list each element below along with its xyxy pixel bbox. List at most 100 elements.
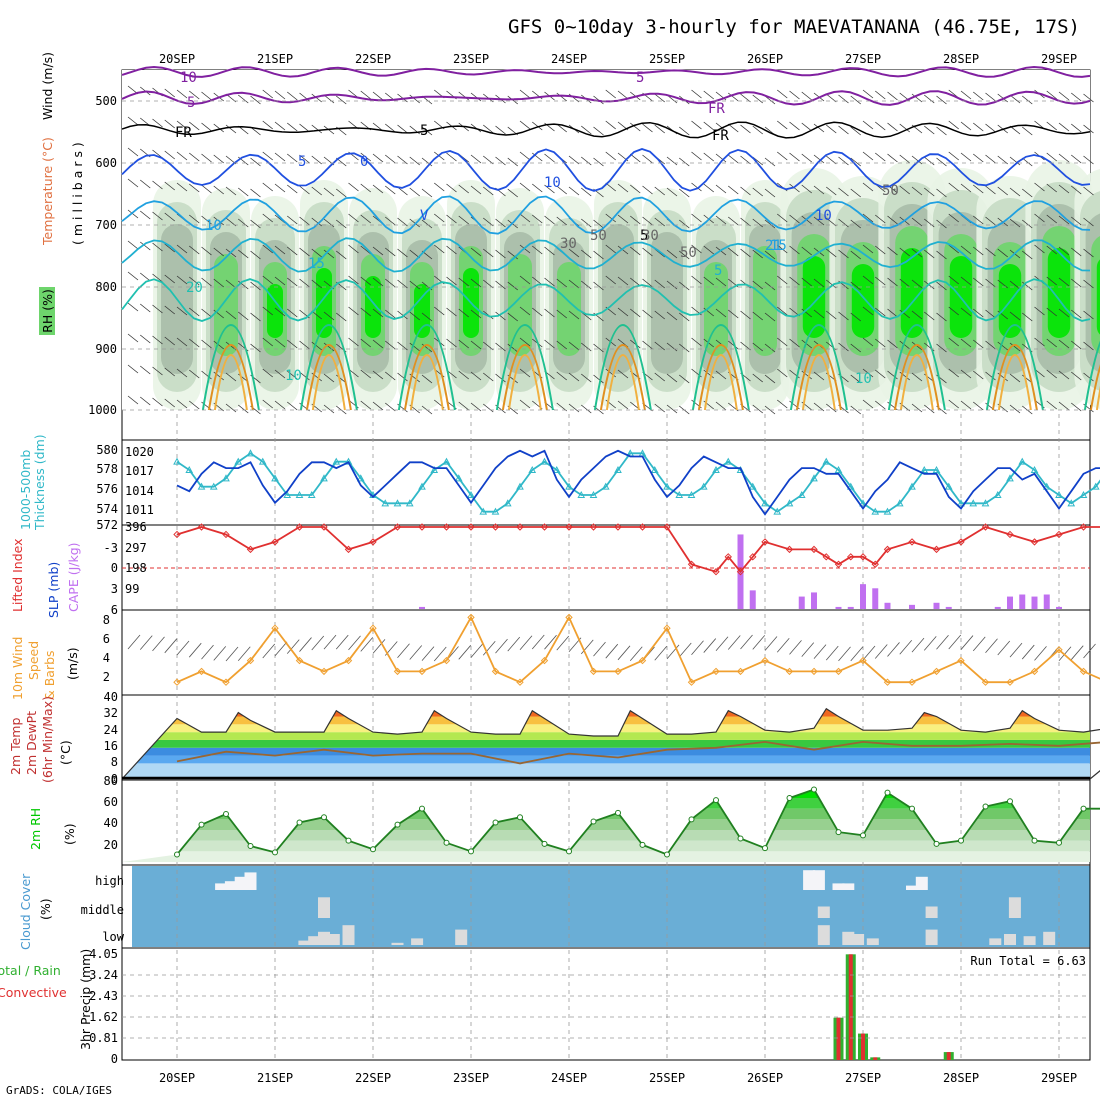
upper-wind-barb [948, 368, 959, 378]
upper-wind-barb [274, 152, 286, 162]
rh-line-point [1056, 839, 1062, 846]
upper-wind-barb [728, 247, 739, 257]
lifted-index-line-point [687, 560, 696, 568]
upper-wind-barb [850, 188, 861, 198]
thickness-line-point [1091, 482, 1100, 490]
upper-wind-barb [127, 271, 139, 281]
thickness-line-point [614, 465, 622, 473]
upper-wind-barb [176, 120, 188, 130]
wind-speed-line-point [516, 678, 524, 686]
upper-wind-barb [777, 244, 788, 254]
upper-wind-barb [568, 155, 580, 165]
upper-wind-barb [605, 89, 616, 99]
thickness-line-point [981, 499, 990, 507]
upper-wind-barb [152, 180, 163, 190]
temperature-band [122, 739, 1090, 748]
rh-line-point [394, 821, 401, 828]
upper-wind-barb [238, 404, 249, 414]
surface-wind-barb [495, 638, 508, 654]
cape-bar [860, 584, 866, 609]
rh-shade-blob [267, 284, 283, 338]
upper-wind-barb [1071, 92, 1082, 102]
surface-temperature-arch [703, 354, 738, 411]
upper-wind-barb [507, 157, 518, 167]
slp-tick-label: 1014 [125, 484, 154, 498]
upper-wind-barb [568, 403, 580, 413]
upper-wind-barb [985, 92, 996, 102]
surface-wind-barb [1083, 643, 1096, 659]
lifted-index-line-point [712, 568, 720, 576]
upper-wind-barb [201, 308, 212, 318]
lifted-index-line-point [638, 523, 647, 531]
surface-temperature-arch [501, 344, 548, 411]
upper-wind-barb [372, 153, 384, 163]
slp-label: SLP (mb) [46, 562, 61, 618]
rh-shade-blob [316, 268, 332, 338]
cape-bar [419, 606, 425, 609]
upper-wind-barb [862, 182, 874, 192]
upper-wind-barb [213, 185, 224, 195]
upper-wind-barb [801, 246, 812, 256]
surface-wind-barb [1058, 646, 1072, 661]
lifted-index-line-point [1079, 523, 1088, 531]
date-tick-label-bottom: 21SEP [257, 1071, 293, 1085]
upper-pressure-tick-label: 500 [95, 94, 117, 108]
thickness-line-point [185, 465, 194, 473]
upper-wind-barb [372, 91, 384, 101]
cloud-bar [1023, 936, 1036, 945]
upper-wind-barb [703, 276, 714, 286]
upper-wind-barb [483, 186, 494, 196]
date-tick-label-top: 24SEP [551, 52, 587, 66]
surface-temperature-arch [795, 344, 842, 411]
upper-ylabel-rh: RH (%) [40, 289, 55, 333]
rh-line-point [566, 848, 572, 855]
upper-wind-barb [605, 275, 616, 285]
contour-label: 5 [187, 95, 195, 111]
upper-wind-barb [1058, 91, 1070, 101]
temperature-tick-label: 16 [104, 739, 118, 753]
contour-label: 5 [640, 228, 648, 244]
lifted-index-line-point [871, 560, 879, 568]
upper-wind-barb [262, 368, 273, 378]
thickness-line-point [687, 490, 696, 498]
cloud-bar [244, 872, 257, 890]
upper-wind-barb [127, 333, 139, 343]
thickness-line-point [1079, 490, 1088, 498]
upper-wind-barb [715, 401, 727, 411]
thickness-tick-label: 574 [96, 502, 118, 516]
upper-wind-barb [274, 90, 286, 100]
rh-line-point [615, 809, 621, 816]
upper-wind-barb [924, 404, 935, 414]
upper-wind-barb [1071, 216, 1082, 226]
wind-speed-line-point [834, 667, 843, 676]
upper-wind-barb [1022, 95, 1033, 105]
temperature-band [122, 708, 1090, 717]
thickness-line-point [1055, 490, 1063, 498]
upper-wind-barb [299, 278, 310, 288]
surface-wind-barb [703, 638, 717, 653]
surface-wind-barb [127, 634, 141, 650]
upper-wind-barb [1058, 122, 1070, 132]
cloud-level-label: low [102, 930, 124, 944]
upper-wind-barb [127, 302, 139, 312]
lifted-index-line-point [442, 523, 451, 531]
upper-wind-barb [311, 93, 322, 103]
surface-wind-barb [899, 639, 913, 655]
surface-wind-barb [887, 642, 900, 657]
upper-wind-barb [581, 187, 592, 197]
upper-wind-barb [1071, 309, 1082, 319]
upper-wind-barb [801, 122, 812, 132]
upper-wind-barb [715, 184, 727, 194]
cape-bar [847, 606, 854, 609]
thickness-line-point [957, 499, 965, 507]
wind-speed-line-point [197, 667, 206, 676]
upper-wind-barb [1046, 307, 1057, 317]
thickness-label-2: Thickness (dm) [32, 434, 47, 531]
upper-wind-barb [532, 276, 543, 286]
upper-wind-barb [1009, 404, 1021, 414]
upper-wind-barb [201, 246, 212, 256]
contour-label: 50 [680, 245, 697, 261]
upper-wind-barb [127, 147, 139, 157]
upper-wind-barb [948, 213, 959, 223]
